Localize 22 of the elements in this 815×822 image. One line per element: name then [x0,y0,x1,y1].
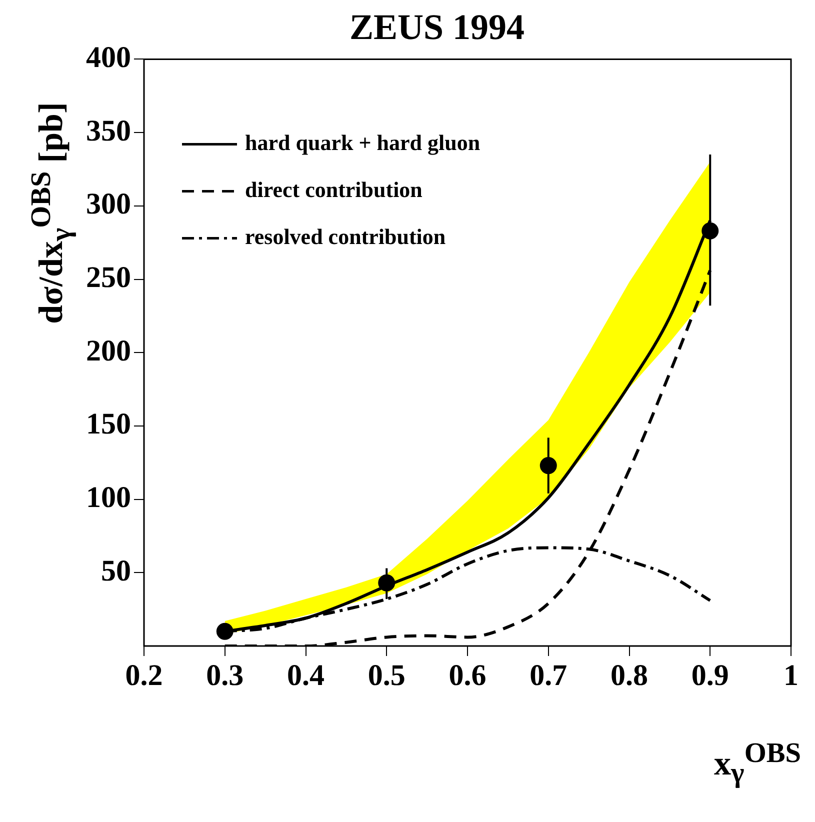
y-tick-label: 350 [86,114,131,148]
y-tick-label: 300 [86,188,131,221]
y-tick-label: 400 [86,40,131,74]
x-tick-label: 0.2 [125,658,163,692]
x-tick-label: 0.8 [610,658,648,692]
x-tick-label: 0.7 [530,658,568,692]
y-tick-label: 150 [86,408,131,441]
y-tick-label: 250 [86,261,131,294]
y-tick-label: 50 [101,554,131,588]
x-tick-label: 1 [784,658,798,692]
chart-title: ZEUS 1994 [349,6,525,47]
x-tick-label: 0.4 [287,658,324,692]
y-tick-label: 100 [86,481,131,514]
x-tick-label: 0.9 [691,658,729,692]
legend-label: resolved contribution [245,224,446,249]
legend-label: direct contribution [245,176,422,202]
legend-label: hard quark + hard gluon [245,130,480,155]
x-tick-label: 0.3 [206,658,244,692]
x-tick-label: 0.5 [368,658,406,692]
point [216,622,234,640]
x-tick-label: 0.6 [448,658,486,692]
y-tick-label: 200 [86,334,131,368]
